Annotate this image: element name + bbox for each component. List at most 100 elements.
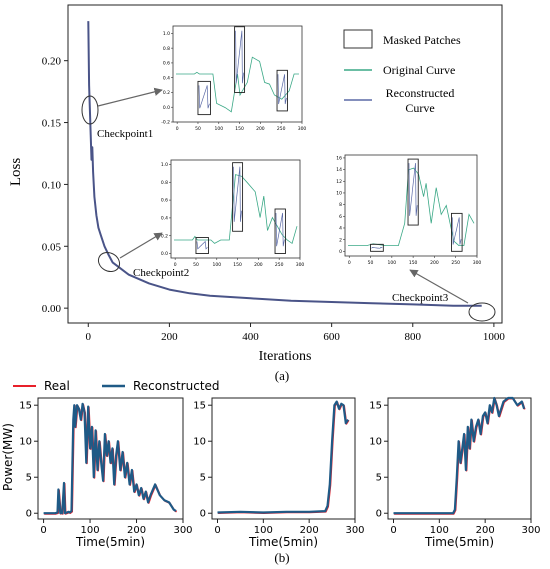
subplot-ytick-label: 15	[369, 401, 382, 412]
inset-ytick-label: 1.0	[163, 31, 170, 37]
legend-original-curve-label: Original Curve	[383, 63, 455, 77]
panel-a-label: (a)	[275, 368, 289, 383]
subplot-xtick-label: 300	[345, 525, 364, 536]
legend-masked-patches-label: Masked Patches	[383, 33, 461, 47]
inset-ytick-label: 0	[339, 249, 342, 255]
inset-ytick-label: 0.8	[163, 46, 170, 52]
inset-ytick-label: 0.6	[163, 61, 170, 67]
subplot-xtick-label: 300	[521, 525, 540, 536]
a-ytick-label: 0.15	[42, 118, 62, 130]
inset-ytick-label: 14	[336, 167, 342, 173]
subplot-xtick-label: 100	[254, 525, 273, 536]
inset-reconstructed-curve	[235, 30, 244, 84]
a-xtick-label: 400	[242, 331, 259, 343]
inset-original-curve	[348, 167, 475, 246]
inset-xtick-label: 150	[409, 260, 418, 266]
checkpoint1-label: Checkpoint1	[97, 128, 153, 140]
subplot-ytick-label: 0	[376, 509, 382, 520]
panel-b-power-chart: Real Reconstructed Power(MW) (b) 0 100 200…	[1, 379, 541, 565]
inset-ytick-label: 2	[339, 237, 342, 243]
panel-a-ylabel: Loss	[8, 158, 24, 187]
subplot-ytick-label: 15	[19, 401, 32, 412]
legend-reconstructed-label: Reconstructed	[133, 379, 220, 393]
checkpoint2-arrow	[119, 232, 163, 259]
subplot-xtick-label: 300	[173, 525, 192, 536]
inset-masked-patch	[232, 162, 244, 232]
inset-xtick-label: 300	[298, 126, 307, 132]
subplot-xtick-label: 200	[127, 525, 146, 536]
inset-ytick-label: 12	[336, 179, 342, 185]
inset-xtick-label: 150	[235, 126, 244, 132]
checkpoint1-marker	[81, 95, 99, 125]
a-ytick-label: 0.20	[42, 56, 62, 68]
inset-ytick-label: 4	[339, 226, 342, 232]
subplot-xlabel: Time(5min)	[75, 535, 145, 549]
inset-xtick-label: 100	[214, 126, 223, 132]
inset-masked-patch	[451, 212, 463, 252]
checkpoint1-arrow	[97, 87, 163, 107]
inset-ytick-label: 0.2	[163, 90, 170, 96]
inset-masked-patch	[276, 69, 288, 112]
a-ytick-label: 0.05	[42, 241, 62, 253]
subplot-ytick-label: 0	[26, 509, 32, 520]
inset-xtick-label: 200	[254, 262, 263, 268]
inset-masked-patch	[407, 158, 419, 226]
inset-xtick-label: 150	[233, 262, 242, 268]
inset-checkpoint2: 0 50 100 150 200 250 300 0.0 0.2 0.4 0.6 0.8 1.0	[161, 159, 304, 268]
inset-xtick-label: 250	[275, 262, 284, 268]
subplot-ytick-label: 5	[26, 473, 32, 484]
subplot-ytick-label: 5	[200, 473, 206, 484]
checkpoint3-arrow	[409, 269, 469, 304]
inset-xtick-label: 50	[195, 126, 201, 132]
subplot-ytick-label: 10	[193, 437, 206, 448]
inset-checkpoint1: 0 50 100 150 200 250 300 -0.2 0.0 0.2 0.4 0.6 0.8 1.0	[161, 25, 307, 132]
inset-ytick-label: 0.0	[161, 251, 168, 257]
inset-xtick-label: 200	[430, 260, 439, 266]
inset-xtick-label: 0	[176, 126, 179, 132]
inset-ytick-label: -0.2	[161, 120, 170, 126]
inset-masked-patch	[234, 26, 246, 93]
subplot-xtick-label: 100	[430, 525, 449, 536]
a-xtick-label: 800	[405, 331, 422, 343]
inset-reconstructed-curve	[198, 85, 210, 109]
subplot-ytick-label: 10	[369, 437, 382, 448]
inset-xtick-label: 250	[451, 260, 460, 266]
subplot-1: 0 100 200 300 0 5 10 15 Time(5min)	[19, 397, 193, 549]
subplot-xtick-label: 100	[81, 525, 100, 536]
checkpoint2-label: Checkpoint2	[133, 267, 189, 279]
subplot-2: 0 100 200 300 0 5 10 15 Time(5min)	[193, 397, 365, 549]
panel-a-xlabel: Iterations	[259, 349, 312, 364]
inset-original-curve	[174, 174, 298, 245]
inset-ytick-label: 16	[336, 156, 342, 162]
inset-reconstructed-curve	[196, 240, 208, 250]
legend-real-label: Real	[44, 379, 70, 393]
inset-xtick-label: 100	[212, 262, 221, 268]
inset-reconstructed-curve	[371, 247, 383, 249]
inset-reconstructed-curve	[452, 217, 462, 245]
a-xtick-label: 600	[323, 331, 340, 343]
legend-reconstructed-curve-label-line1: Reconstructed	[386, 86, 455, 100]
subplot-xlabel: Time(5min)	[248, 535, 318, 549]
inset-masked-patch	[197, 80, 211, 116]
inset-xtick-label: 50	[368, 260, 374, 266]
inset-xtick-label: 0	[174, 262, 177, 268]
subplot-ytick-label: 15	[193, 401, 206, 412]
inset-xtick-label: 50	[193, 262, 199, 268]
inset-checkpoint3: 0 50 100 150 200 250 300 0 2 4 6 8 10 12 14 16	[336, 154, 481, 266]
inset-reconstructed-curve	[233, 166, 242, 222]
inset-reconstructed-curve	[408, 163, 418, 216]
subplot-xtick-label: 200	[476, 525, 495, 536]
subplot-xlabel: Time(5min)	[424, 535, 494, 549]
checkpoint3-label: Checkpoint3	[392, 292, 449, 304]
inset-original-curve	[176, 56, 299, 113]
inset-xtick-label: 100	[388, 260, 397, 266]
a-xtick-label: 1000	[483, 331, 506, 343]
reconstructed-curve	[43, 402, 177, 515]
inset-ytick-label: 0.6	[161, 198, 168, 204]
checkpoint2-marker	[97, 251, 121, 273]
inset-xtick-label: 200	[256, 126, 265, 132]
inset-ytick-label: 0.2	[161, 233, 168, 239]
a-ytick-label: 0.00	[42, 303, 62, 315]
inset-reconstructed-curve	[275, 212, 285, 247]
